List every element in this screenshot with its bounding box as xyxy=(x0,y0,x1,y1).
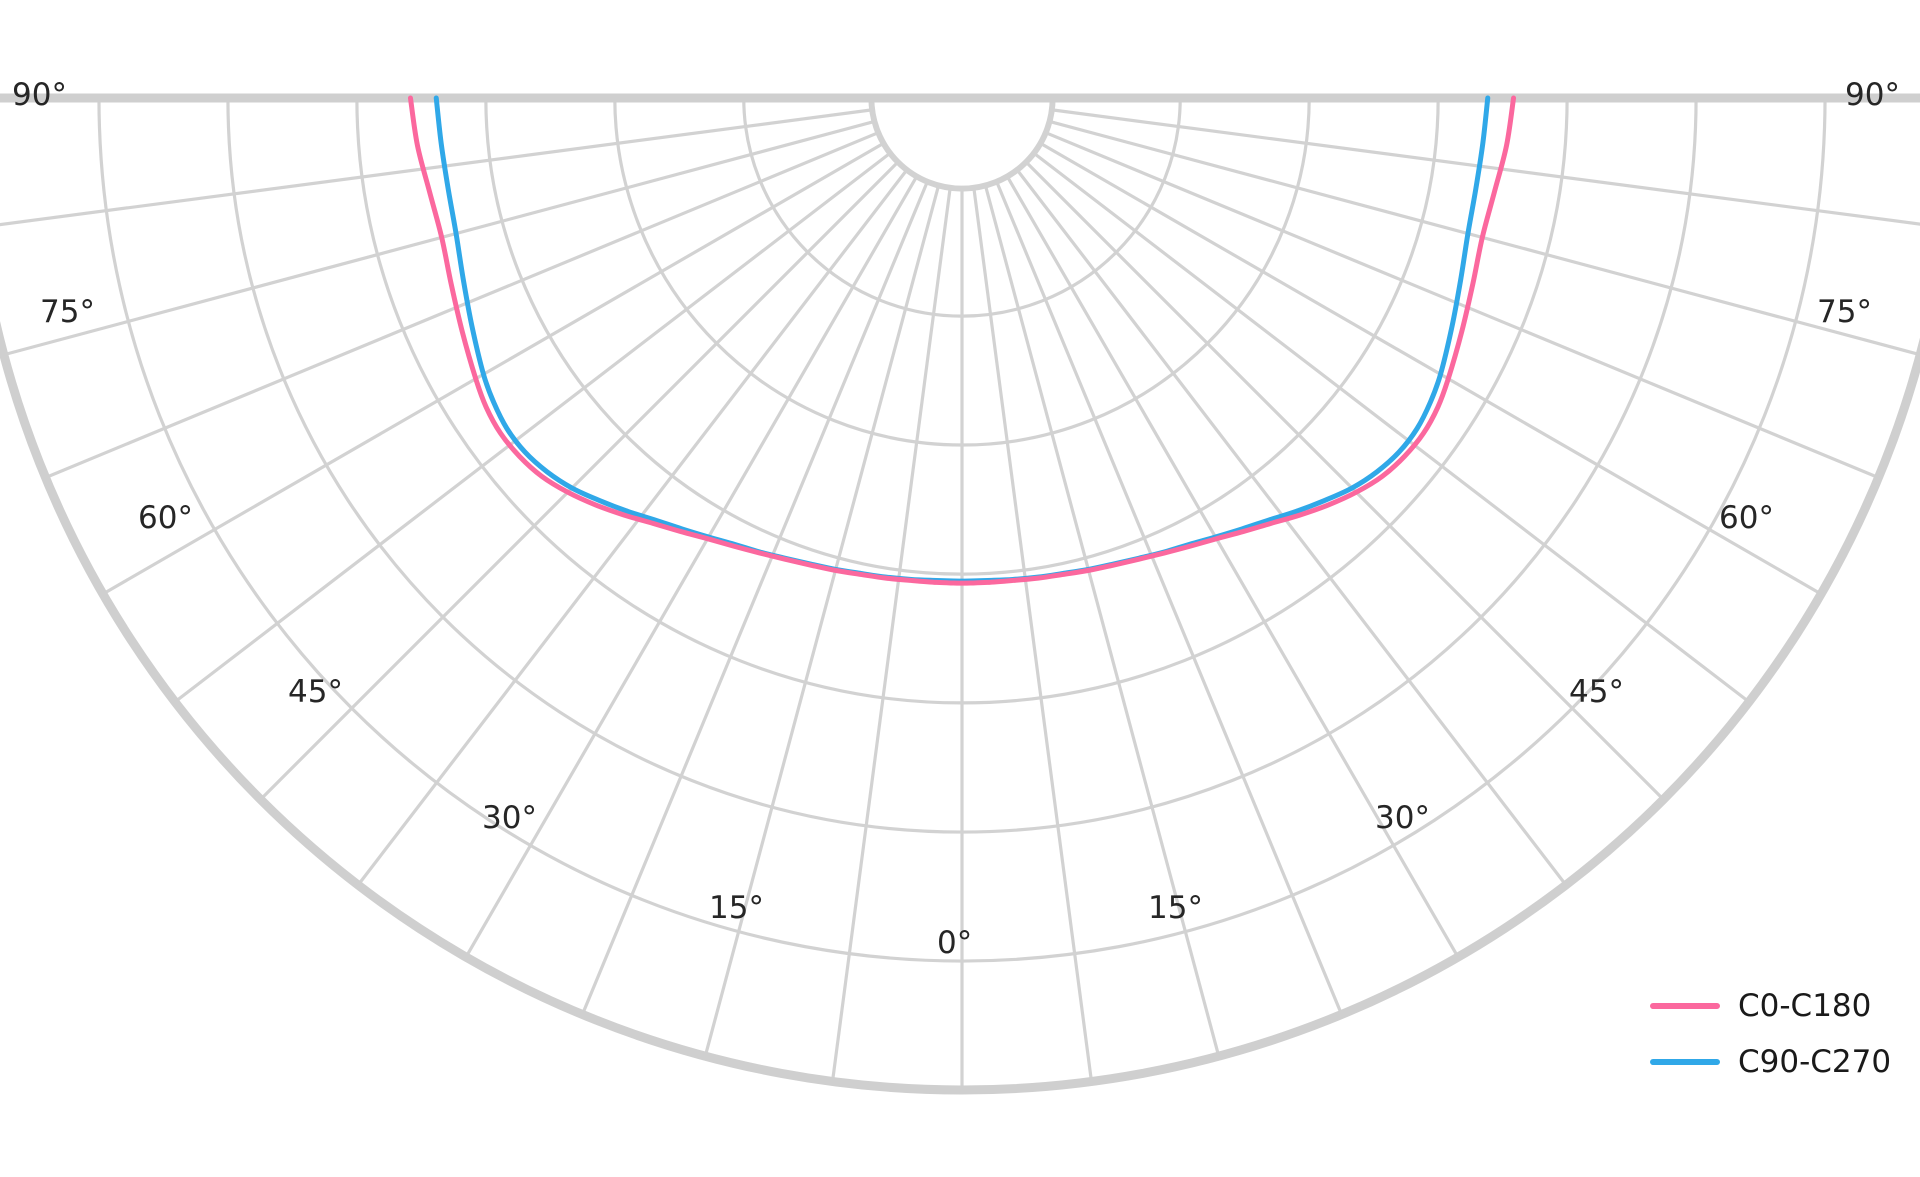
angle-spoke xyxy=(356,169,908,887)
angle-label-right-1: 75° xyxy=(1817,294,1872,330)
series-curve-c0-c180 xyxy=(407,95,1517,586)
legend-color-swatch xyxy=(1650,1059,1720,1065)
angle-spoke xyxy=(703,185,940,1058)
legend-label: C0-C180 xyxy=(1738,988,1872,1024)
angle-label-left-3: 45° xyxy=(288,674,343,710)
angle-label-right-2: 60° xyxy=(1719,500,1774,536)
angle-label-left-0: 90° xyxy=(12,77,67,113)
angle-label-right-3: 45° xyxy=(1569,674,1624,710)
legend-label: C90-C270 xyxy=(1738,1044,1892,1080)
angle-label-left-4: 30° xyxy=(482,800,537,836)
radial-ring xyxy=(871,96,1053,189)
angle-label-left-5: 15° xyxy=(709,890,764,926)
angle-spoke xyxy=(580,181,929,1017)
angle-label-right-0: 90° xyxy=(1845,77,1900,113)
angle-spoke xyxy=(43,131,879,480)
angle-spoke xyxy=(1040,142,1823,596)
data-curves xyxy=(407,95,1517,586)
angle-spoke xyxy=(1033,152,1751,704)
polar-grid xyxy=(0,93,1920,1095)
angle-spoke xyxy=(1006,176,1460,959)
angle-spoke xyxy=(464,176,918,959)
angle-label-right-4: 30° xyxy=(1375,800,1430,836)
angle-spoke xyxy=(2,120,875,357)
angle-spoke xyxy=(995,181,1344,1017)
angle-spoke xyxy=(972,187,1094,1084)
angle-spoke xyxy=(1049,120,1920,357)
angle-spoke xyxy=(1025,161,1666,802)
angle-spoke xyxy=(1045,131,1881,480)
angle-spoke xyxy=(1016,169,1568,887)
inner-hole-arc xyxy=(868,97,1056,192)
angle-spoke xyxy=(258,161,899,802)
angle-spoke xyxy=(830,187,952,1084)
angular-gridlines xyxy=(0,96,1920,1092)
outer-boundary-arc xyxy=(0,93,1920,1095)
chart-legend: C0-C180 C90-C270 xyxy=(1650,988,1891,1080)
angle-spoke xyxy=(984,185,1221,1058)
legend-color-swatch xyxy=(1650,1003,1720,1009)
angle-label-right-5: 15° xyxy=(1148,890,1203,926)
angle-label-center-0: 0° xyxy=(937,925,973,961)
legend-item-1[interactable]: C90-C270 xyxy=(1650,1044,1891,1080)
outer-arc xyxy=(0,320,1920,1095)
angle-label-left-1: 75° xyxy=(40,294,95,330)
angle-label-left-2: 60° xyxy=(138,500,193,536)
angle-spoke xyxy=(173,152,891,704)
angle-spoke xyxy=(101,142,884,596)
legend-item-0[interactable]: C0-C180 xyxy=(1650,988,1891,1024)
